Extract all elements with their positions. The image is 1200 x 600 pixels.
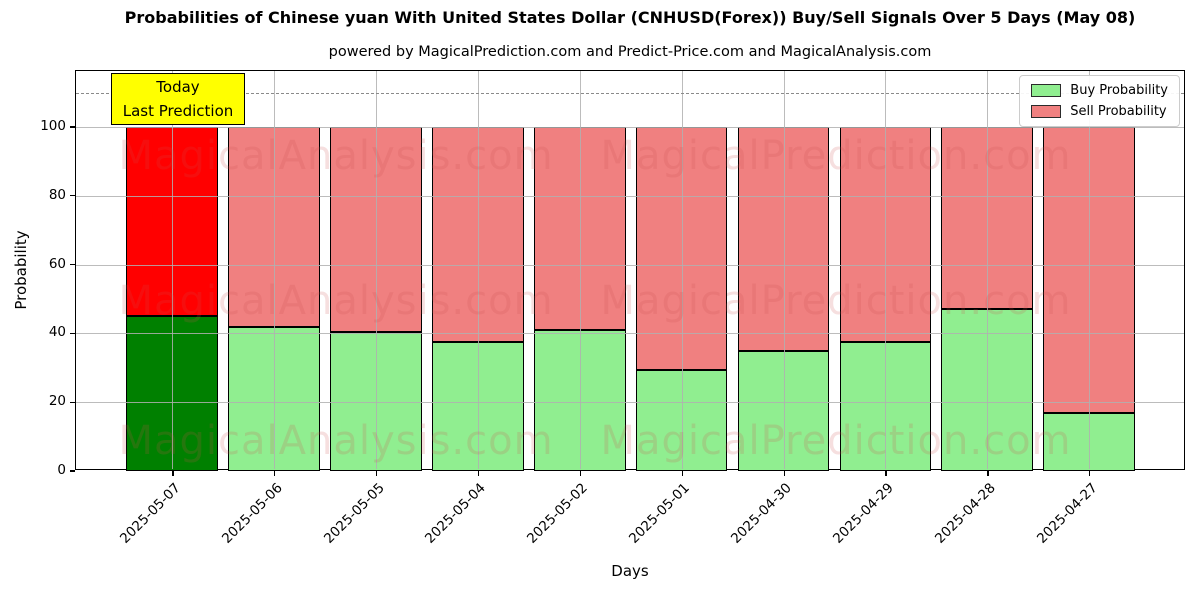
sell-swatch-icon (1031, 105, 1062, 118)
bar-segment-sell (126, 127, 219, 317)
today-annotation: Today Last Prediction (111, 73, 245, 125)
x-tick-label: 2025-04-27 (1033, 480, 1101, 547)
bar-segment-buy (737, 350, 830, 471)
y-tick-label: 80 (48, 186, 66, 203)
chart-subtitle: powered by MagicalPrediction.com and Pre… (328, 44, 932, 60)
vertical-gridline (172, 71, 174, 469)
horizontal-gridline (76, 402, 1184, 404)
x-tick-mark (477, 471, 480, 476)
vertical-gridline (1089, 71, 1091, 469)
y-tick-label: 100 (40, 118, 66, 135)
y-tick-mark (70, 263, 75, 266)
x-tick-label: 2025-04-28 (931, 480, 999, 547)
buy-swatch-icon (1031, 84, 1062, 97)
legend-item-sell: Sell Probability (1031, 104, 1168, 119)
plot-area: MagicalAnalysis.com MagicalPrediction.co… (40, 70, 1185, 547)
bar-segment-buy (432, 342, 524, 471)
x-tick-label: 2025-05-02 (524, 480, 592, 547)
horizontal-gridline (76, 195, 1184, 197)
legend: Buy Probability Sell Probability (1019, 75, 1180, 127)
bar-segment-buy (126, 316, 219, 471)
x-tick-mark (274, 471, 276, 476)
x-tick-label: 2025-05-04 (422, 480, 490, 547)
vertical-gridline (783, 71, 785, 469)
y-axis-label: Probability (12, 230, 30, 310)
y-tick-label: 40 (48, 324, 66, 341)
legend-label-sell: Sell Probability (1070, 104, 1167, 119)
x-tick-label: 2025-04-30 (728, 480, 795, 547)
vertical-gridline (274, 71, 276, 469)
x-tick-mark (681, 471, 683, 476)
horizontal-gridline (76, 264, 1184, 266)
x-tick-label: 2025-05-06 (218, 480, 286, 547)
x-tick-mark (376, 471, 378, 476)
vertical-gridline (579, 71, 581, 469)
x-tick-mark (172, 471, 174, 476)
x-tick-mark (579, 471, 582, 476)
y-tick-mark (70, 332, 75, 335)
dashed-guide-line (76, 92, 1184, 94)
legend-item-buy: Buy Probability (1031, 83, 1168, 98)
y-tick-label: 0 (57, 462, 66, 478)
y-tick-label: 60 (48, 255, 66, 272)
y-tick-mark (70, 401, 75, 403)
y-tick-label: 20 (48, 393, 66, 410)
bar-segment-sell (737, 127, 830, 351)
x-tick-label: 2025-05-01 (626, 480, 693, 547)
horizontal-gridline (76, 333, 1184, 335)
vertical-gridline (681, 71, 683, 469)
x-tick-label: 2025-05-07 (116, 480, 184, 547)
bar-segment-buy (1043, 412, 1135, 471)
today-annotation-line1: Today (156, 78, 200, 96)
horizontal-gridline (76, 127, 1184, 129)
vertical-gridline (477, 71, 479, 469)
bar-segment-sell (1043, 127, 1135, 413)
x-tick-label: 2025-05-05 (320, 480, 388, 547)
vertical-gridline (885, 71, 887, 469)
x-tick-mark (783, 471, 785, 476)
x-tick-mark (885, 471, 887, 476)
today-annotation-line2: Last Prediction (122, 102, 234, 120)
x-tick-label: 2025-04-29 (829, 480, 897, 547)
x-tick-mark (987, 471, 989, 476)
vertical-gridline (987, 71, 989, 469)
y-tick-mark (70, 470, 75, 472)
vertical-gridline (376, 71, 378, 469)
y-tick-mark (70, 126, 75, 128)
chart-title: Probabilities of Chinese yuan With Unite… (124, 8, 1136, 27)
y-tick-mark (70, 195, 75, 197)
x-tick-mark (1089, 471, 1091, 476)
bar-segment-sell (432, 127, 524, 342)
legend-label-buy: Buy Probability (1070, 83, 1168, 98)
x-axis-label: Days (611, 562, 649, 580)
